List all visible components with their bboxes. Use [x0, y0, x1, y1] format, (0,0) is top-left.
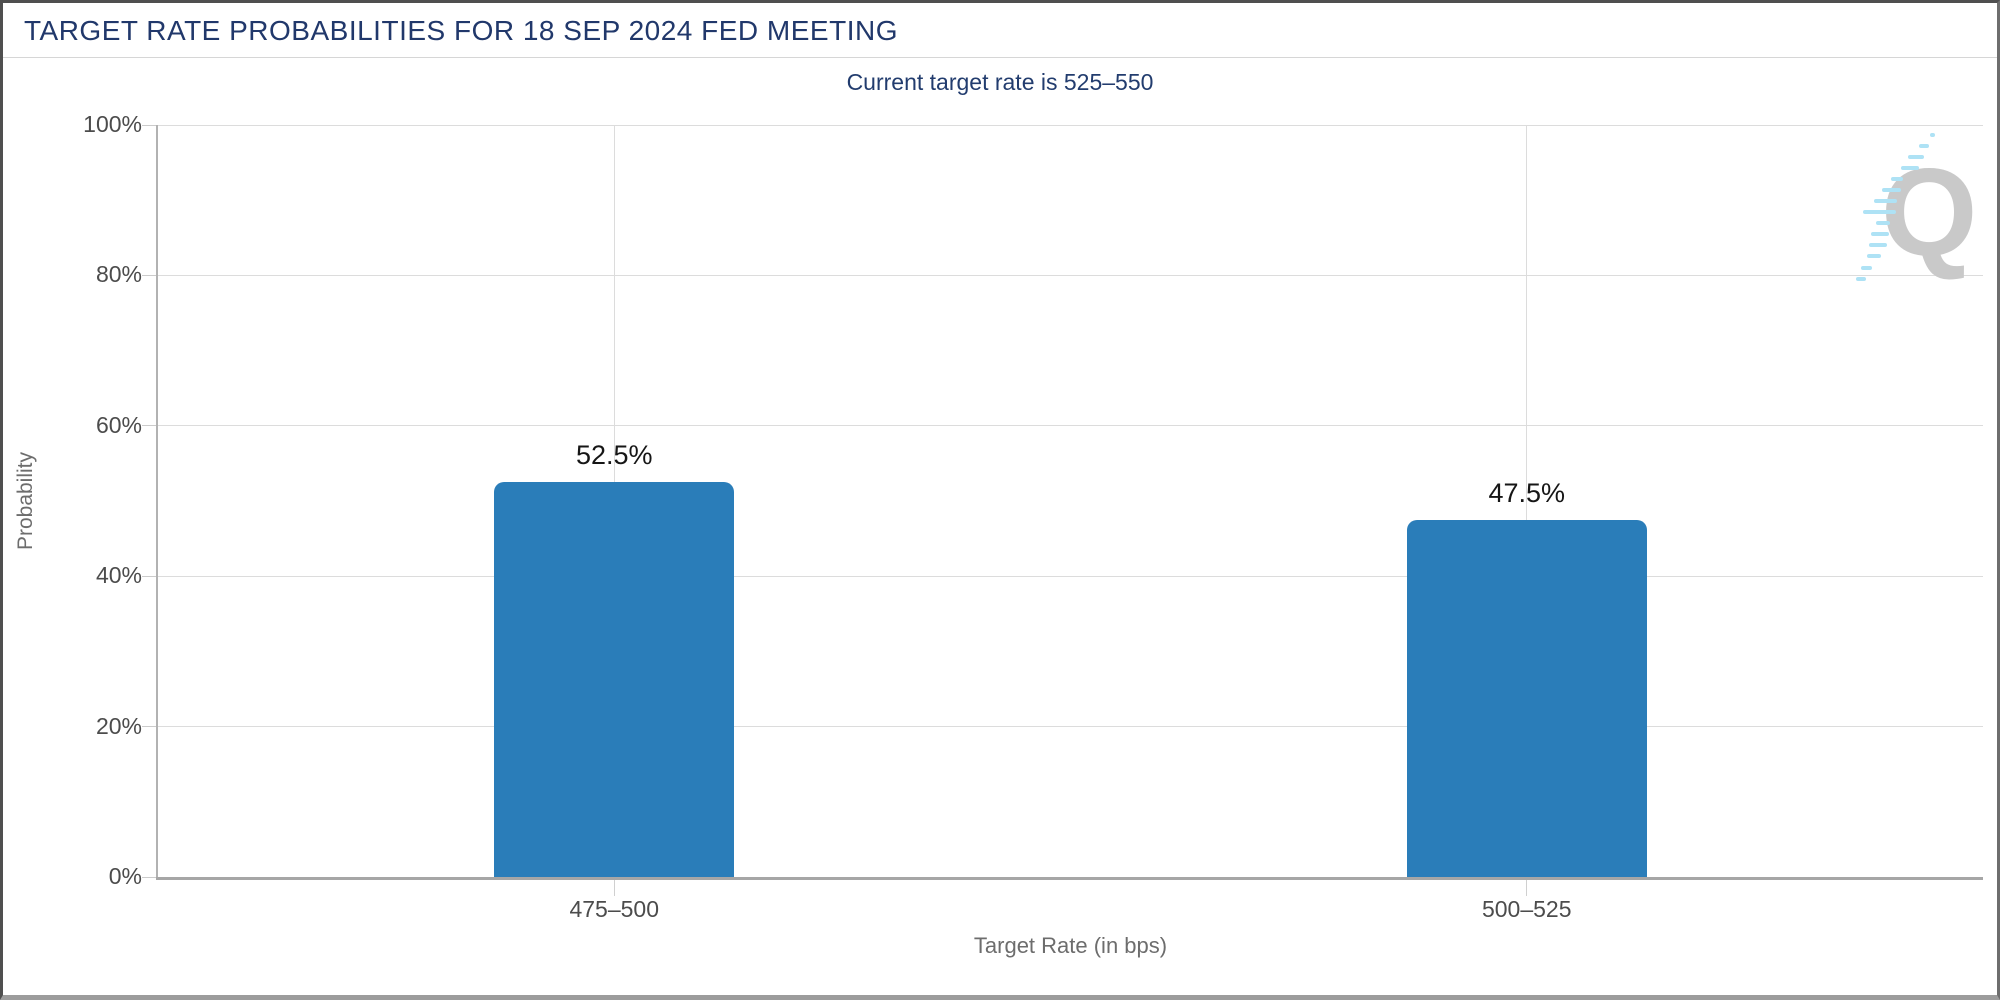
y-gridline — [158, 425, 1983, 427]
bar — [1406, 519, 1647, 877]
x-tick-mark — [1526, 877, 1528, 896]
x-tick-label: 475–500 — [569, 896, 660, 922]
header-divider — [3, 57, 1997, 58]
chart-subtitle: Current target rate is 525–550 — [846, 69, 1154, 95]
chart-title: TARGET RATE PROBABILITIES FOR 18 SEP 202… — [24, 15, 898, 46]
y-gridline — [158, 726, 1983, 728]
y-tick-label: 0% — [108, 863, 142, 889]
y-tick-label: 60% — [95, 411, 142, 438]
y-gridline — [158, 575, 1983, 577]
y-tick-mark — [142, 575, 158, 577]
y-tick-mark — [142, 425, 158, 427]
bar-value-label: 47.5% — [1488, 477, 1566, 508]
y-gridline — [158, 274, 1983, 276]
y-tick-label: 100% — [83, 111, 142, 137]
y-tick-label: 20% — [95, 712, 142, 739]
y-gridline — [158, 124, 1983, 126]
x-tick-label: 500–525 — [1481, 896, 1572, 922]
x-axis-title: Target Rate (in bps) — [973, 933, 1168, 958]
y-tick-label: 40% — [95, 562, 142, 589]
x-tick-mark — [613, 877, 615, 896]
x-axis-line — [156, 877, 1983, 880]
plot-area: 0% 20% 40% 60% 80% 100% 52.5% 475–500 47.5% 500–5… — [3, 3, 1997, 995]
y-tick-mark — [142, 876, 158, 878]
y-tick-mark — [142, 274, 158, 276]
bar-value-label: 52.5% — [575, 440, 653, 471]
y-tick-label: 80% — [95, 261, 142, 288]
bar — [494, 482, 735, 877]
y-tick-mark — [142, 124, 158, 126]
y-axis-line — [156, 125, 158, 877]
y-tick-mark — [142, 726, 158, 728]
x-gridline — [1526, 125, 1528, 877]
